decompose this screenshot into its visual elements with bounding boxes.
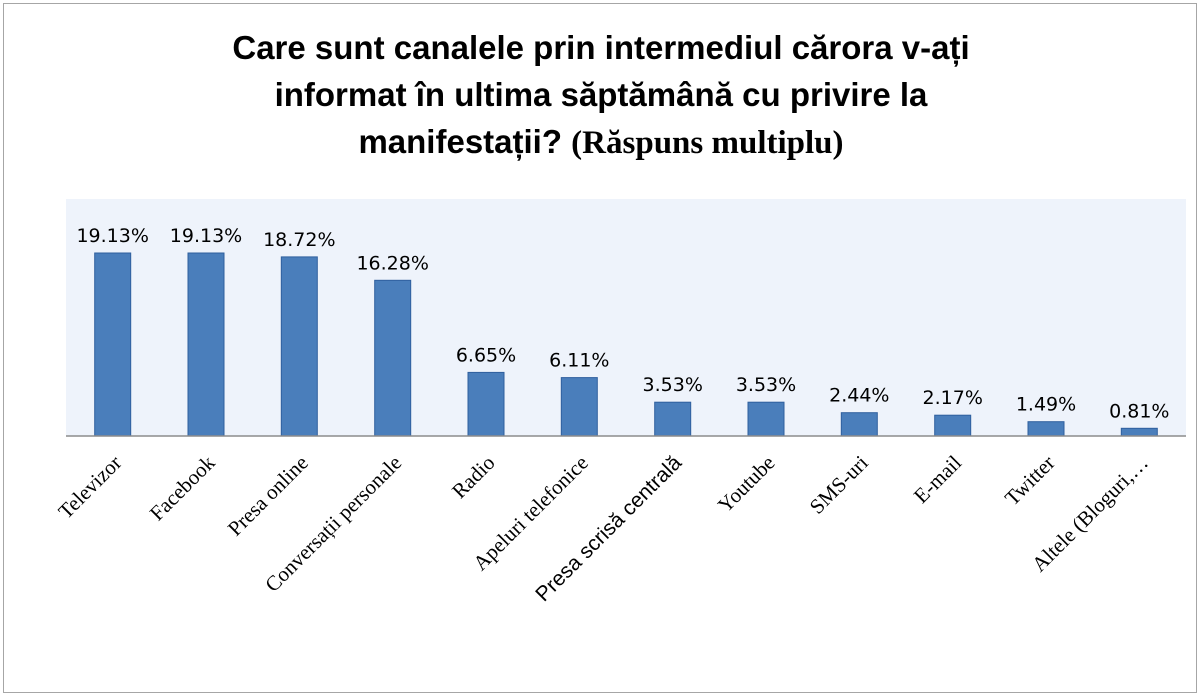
bar-6 xyxy=(654,401,692,437)
value-labels-group: 19.13% 19.13% 18.72% 16.28% 6.65% 6.11% 3.53% 3… xyxy=(76,225,1169,422)
bar-5 xyxy=(560,377,598,437)
chart-title-main: manifestații? xyxy=(358,123,562,160)
value-label-5: 6.11% xyxy=(549,350,609,372)
bar-4 xyxy=(467,371,505,437)
value-label-3: 16.28% xyxy=(356,252,428,274)
bar-11 xyxy=(1120,427,1158,437)
category-label-9: E-mail xyxy=(909,450,966,507)
value-label-4: 6.65% xyxy=(456,344,516,366)
chart-title-line-3: manifestații? (Răspuns multiplu) xyxy=(0,118,1202,167)
bar-9 xyxy=(934,414,972,437)
category-label-4: Radio xyxy=(447,451,499,503)
bars-group xyxy=(94,252,1158,437)
bar-0 xyxy=(94,252,132,437)
chart-title-line-2: informat în ultima săptămână cu privire … xyxy=(274,76,928,113)
value-label-10: 1.49% xyxy=(1016,394,1076,416)
chart-title-paren: (Răspuns multiplu) xyxy=(571,125,844,161)
value-label-1: 19.13% xyxy=(170,225,242,247)
category-label-2: Presa online xyxy=(223,451,313,541)
category-label-7: Youtube xyxy=(713,451,780,518)
category-labels-group: Televizor Facebook Presa onlineConversații… xyxy=(53,450,1152,606)
value-label-11: 0.81% xyxy=(1109,400,1169,422)
bar-3 xyxy=(374,279,412,437)
bar-10 xyxy=(1027,421,1065,437)
value-label-7: 3.53% xyxy=(736,374,796,396)
value-label-2: 18.72% xyxy=(263,229,335,251)
bar-7 xyxy=(747,401,785,437)
value-label-0: 19.13% xyxy=(76,225,148,247)
category-label-1: Facebook xyxy=(145,450,220,525)
value-label-6: 3.53% xyxy=(643,374,703,396)
value-label-8: 2.44% xyxy=(829,385,889,407)
bar-8 xyxy=(840,412,878,437)
category-label-8: SMS-uri xyxy=(805,450,873,518)
category-label-0: Televizor xyxy=(53,451,126,524)
chart-title-line-1: Care sunt canalele prin intermediul căro… xyxy=(232,29,970,66)
chart-title: Care sunt canalele prin intermediul căro… xyxy=(0,24,1202,167)
bar-1 xyxy=(187,252,225,437)
plot-area xyxy=(66,199,1186,436)
value-label-9: 2.17% xyxy=(923,387,983,409)
category-label-10: Twitter xyxy=(1000,451,1060,511)
bar-2 xyxy=(280,256,318,437)
